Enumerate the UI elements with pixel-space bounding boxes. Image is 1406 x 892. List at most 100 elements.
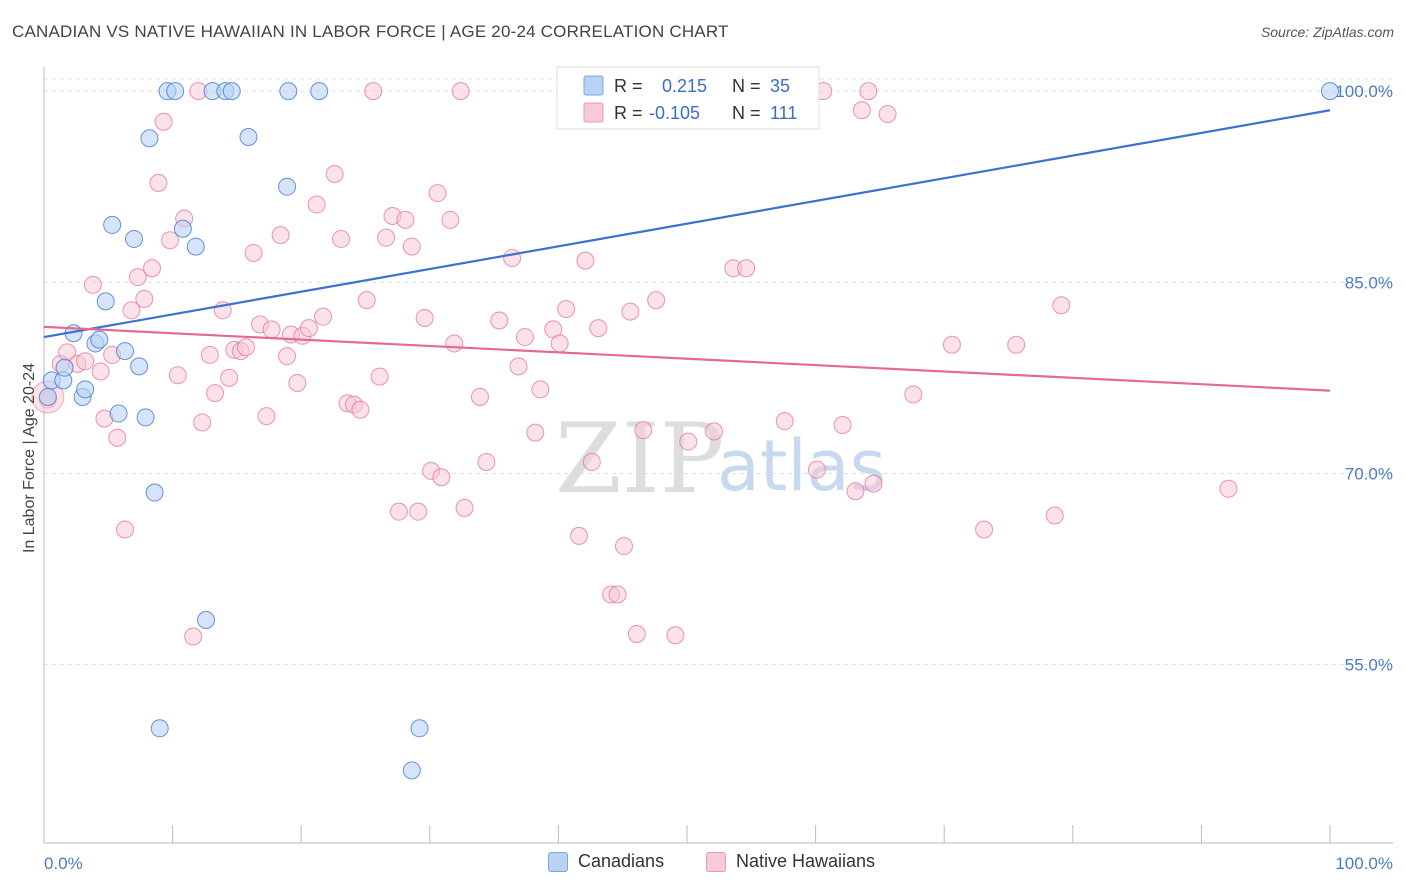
canadians-point bbox=[173, 219, 192, 238]
native-hawaiians-point bbox=[262, 320, 281, 339]
x-tick-label-min: 0.0% bbox=[44, 854, 83, 873]
native-hawaiians-point bbox=[370, 367, 389, 386]
watermark-zip: ZIP bbox=[555, 403, 724, 515]
y-axis-label: In Labor Force | Age 20-24 bbox=[21, 363, 38, 553]
native-hawaiians-point bbox=[878, 105, 897, 124]
native-hawaiians-point bbox=[396, 210, 415, 229]
canadians-point bbox=[186, 237, 205, 256]
native-hawaiians-trend-line bbox=[43, 325, 1331, 392]
native-hawaiians-point bbox=[377, 228, 396, 247]
native-hawaiians-point bbox=[634, 421, 653, 440]
legend-swatch-canadians bbox=[583, 75, 604, 96]
native-hawaiians-point bbox=[550, 334, 569, 353]
native-hawaiians-point bbox=[608, 585, 627, 604]
native-hawaiians-point bbox=[445, 334, 464, 353]
native-hawaiians-point bbox=[904, 385, 923, 404]
canadians-point bbox=[116, 342, 135, 361]
native-hawaiians-point bbox=[76, 352, 95, 371]
legend-item-native-hawaiians: Native Hawaiians bbox=[706, 851, 875, 872]
canadians-point bbox=[150, 719, 169, 738]
native-hawaiians-point bbox=[490, 311, 509, 330]
legend-r-value-2: -0.105 bbox=[649, 103, 700, 123]
native-hawaiians-point bbox=[193, 413, 212, 432]
native-hawaiians-point bbox=[666, 626, 685, 645]
y-tick-label: 55.0% bbox=[1345, 656, 1393, 675]
native-hawaiians-point bbox=[278, 347, 297, 366]
native-hawaiians-point bbox=[244, 243, 263, 262]
legend-r-label-2: R = bbox=[614, 103, 643, 123]
native-hawaiians-point bbox=[614, 537, 633, 556]
native-hawaiians-point bbox=[627, 625, 646, 644]
legend-r-label-1: R = bbox=[614, 76, 643, 96]
native-hawaiians-point bbox=[455, 498, 474, 517]
legend-n-value-2: 111 bbox=[770, 103, 797, 123]
native-hawaiians-point bbox=[332, 229, 351, 248]
canadians-point bbox=[310, 82, 329, 101]
native-hawaiians-point bbox=[589, 319, 608, 338]
native-hawaiians-point bbox=[108, 428, 127, 447]
legend-label-native-hawaiians: Native Hawaiians bbox=[736, 851, 876, 871]
legend-r-value-1: 0.215 bbox=[662, 76, 707, 96]
tick-labels: 55.0% 70.0% 85.0% 100.0% 0.0% 100.0% bbox=[44, 82, 1393, 873]
native-hawaiians-point bbox=[128, 268, 147, 287]
stats-legend: R = 0.215 N = 35 R = -0.105 N = 111 bbox=[556, 66, 820, 130]
canadians-points bbox=[38, 82, 1339, 780]
native-hawaiians-point bbox=[271, 226, 290, 245]
native-hawaiians-point bbox=[503, 249, 522, 268]
native-hawaiians-point bbox=[389, 502, 408, 521]
native-hawaiians-point bbox=[116, 520, 135, 539]
y-tick-label: 100.0% bbox=[1335, 82, 1393, 101]
legend-n-label-1: N = bbox=[732, 76, 761, 96]
native-hawaiians-point bbox=[647, 291, 666, 310]
native-hawaiians-point bbox=[168, 366, 187, 385]
canadians-point bbox=[145, 483, 164, 502]
native-hawaiians-point bbox=[135, 289, 154, 308]
legend-n-label-2: N = bbox=[732, 103, 761, 123]
canadians-point bbox=[222, 82, 241, 101]
native-hawaiians-point bbox=[470, 387, 489, 406]
native-hawaiians-point bbox=[149, 173, 168, 192]
canadians-point bbox=[136, 408, 155, 427]
native-hawaiians-point bbox=[314, 307, 333, 326]
native-hawaiians-point bbox=[705, 422, 724, 441]
canadians-point bbox=[109, 404, 128, 423]
native-hawaiians-point bbox=[975, 520, 994, 539]
canadians-point bbox=[103, 215, 122, 234]
native-hawaiians-point bbox=[621, 302, 640, 321]
native-hawaiians-point bbox=[415, 308, 434, 327]
native-hawaiians-point bbox=[307, 195, 326, 214]
canadians-point bbox=[140, 129, 159, 148]
native-hawaiians-point bbox=[737, 259, 756, 278]
native-hawaiians-point bbox=[569, 526, 588, 545]
native-hawaiians-point bbox=[852, 101, 871, 120]
canadians-point bbox=[166, 82, 185, 101]
native-hawaiians-point bbox=[143, 259, 162, 278]
native-hawaiians-point bbox=[200, 345, 219, 364]
canadians-point bbox=[279, 82, 298, 101]
axes bbox=[43, 67, 1393, 844]
native-hawaiians-point bbox=[942, 335, 961, 354]
native-hawaiians-point bbox=[357, 291, 376, 310]
bottom-legend: Canadians Native Hawaiians bbox=[0, 851, 1406, 879]
trend-lines bbox=[43, 109, 1331, 392]
native-hawaiians-swatch bbox=[706, 851, 726, 872]
canadians-point bbox=[38, 387, 57, 406]
native-hawaiians-point bbox=[833, 416, 852, 435]
native-hawaiians-point bbox=[509, 357, 528, 376]
native-hawaiians-point bbox=[526, 423, 545, 442]
native-hawaiians-point bbox=[364, 82, 383, 101]
canadians-point bbox=[239, 127, 258, 146]
canadians-trend-line bbox=[43, 109, 1331, 339]
native-hawaiians-point bbox=[531, 380, 550, 399]
native-hawaiians-point bbox=[1052, 296, 1071, 315]
native-hawaiians-point bbox=[288, 373, 307, 392]
canadians-point bbox=[278, 177, 297, 196]
native-hawaiians-point bbox=[91, 362, 110, 381]
native-hawaiians-point bbox=[161, 231, 180, 250]
native-hawaiians-point bbox=[441, 210, 460, 229]
native-hawaiians-point bbox=[576, 251, 595, 270]
y-tick-label: 85.0% bbox=[1345, 273, 1393, 292]
canadians-point bbox=[96, 292, 115, 311]
canadians-swatch bbox=[548, 851, 568, 872]
